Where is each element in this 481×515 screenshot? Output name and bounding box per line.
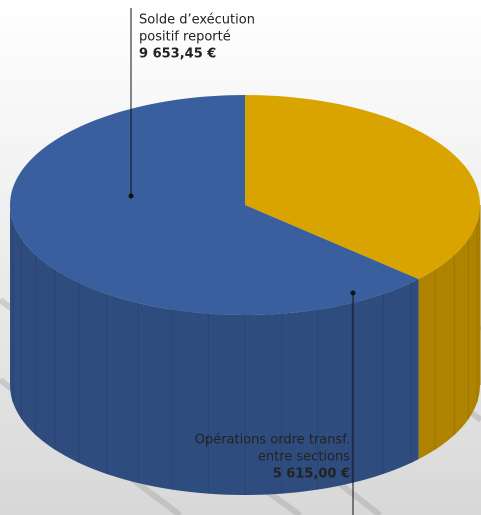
labels: Opérations ordre transf. entre sections 5 … <box>128 8 356 515</box>
pie <box>10 95 481 495</box>
slice-label: Solde d’exécution <box>139 13 255 28</box>
pie-side <box>10 205 419 495</box>
leader-dot <box>350 290 356 296</box>
pie-side <box>418 205 480 460</box>
slice-label: entre sections <box>258 450 350 465</box>
pie-slice <box>245 95 480 280</box>
slice-label: Opérations ordre transf. <box>195 433 350 448</box>
slice-value: 9 653,45 € <box>139 47 216 62</box>
leader-dot <box>128 193 134 199</box>
slice-label: positif reporté <box>139 30 231 45</box>
slice-value: 5 615,00 € <box>273 467 350 482</box>
pie-slice <box>10 95 419 315</box>
